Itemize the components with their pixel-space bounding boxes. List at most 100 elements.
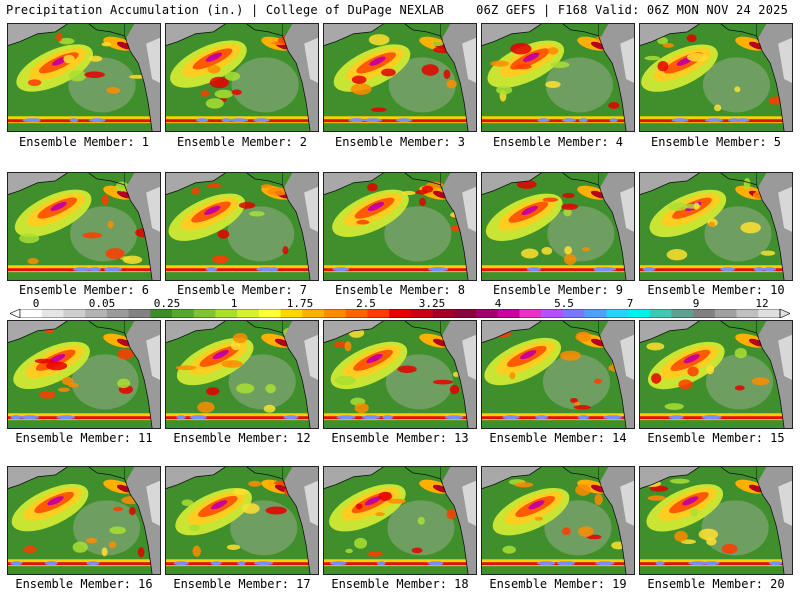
ensemble-map-panel [323,172,477,281]
colorbar-segment [237,309,260,318]
colorbar-segment [389,309,412,318]
ensemble-map-panel [7,172,161,281]
ensemble-member-label: Ensemble Member: 5 [650,135,782,149]
ensemble-member-label: Ensemble Member: 8 [334,283,466,297]
colorbar-segment [106,309,129,318]
colorbar-tick-label: 7 [626,297,634,310]
precip-map [8,321,160,428]
ensemble-map-panel [7,23,161,132]
colorbar-segment [454,309,477,318]
colorbar-segment [714,309,737,318]
colorbar-arrow-left [10,309,21,318]
model-run-info: 06Z GEFS | F168 Valid: 06Z MON NOV 24 20… [476,3,788,17]
colorbar-segment [367,309,390,318]
colorbar-segment [258,309,281,318]
precip-map [324,173,476,280]
ensemble-map-panel [323,23,477,132]
colorbar-segment [63,309,86,318]
ensemble-map-panel [165,466,319,575]
colorbar-segment [584,309,607,318]
ensemble-map-panel [481,320,635,429]
ensemble-map-panel [323,466,477,575]
precip-map [640,173,792,280]
ensemble-map-panel [165,320,319,429]
ensemble-map-panel [639,23,793,132]
colorbar-segment [215,309,238,318]
colorbar-segment [693,309,716,318]
colorbar-tick-label: 0.05 [88,297,116,310]
colorbar-segment [324,309,347,318]
colorbar-segment [497,309,520,318]
colorbar-tick-label: 1.75 [286,297,314,310]
colorbar-arrow-right [779,309,790,318]
precip-map [482,24,634,131]
colorbar-segment [172,309,195,318]
precip-map [8,467,160,574]
colorbar-segment [758,309,781,318]
colorbar-tick-label: 3.25 [418,297,446,310]
colorbar-tick-label: 0.25 [153,297,181,310]
chart-title: Precipitation Accumulation (in.) | Colle… [6,3,445,17]
colorbar-tick-label: 2.5 [356,297,376,310]
ensemble-map-panel [481,23,635,132]
precip-map [8,173,160,280]
ensemble-map-panel [639,320,793,429]
precip-map [482,173,634,280]
colorbar-tick-label: 4 [494,297,502,310]
ensemble-member-label: Ensemble Member: 19 [489,577,627,591]
ensemble-member-label: Ensemble Member: 7 [176,283,308,297]
colorbar-tick-label: 1 [230,297,238,310]
colorbar-segment [736,309,759,318]
colorbar-segment [410,309,433,318]
ensemble-member-label: Ensemble Member: 9 [492,283,624,297]
colorbar-segment [541,309,564,318]
colorbar-segment [150,309,173,318]
ensemble-map-panel [481,172,635,281]
ensemble-map-panel [639,172,793,281]
colorbar-segment [562,309,585,318]
precip-map [324,467,476,574]
precip-map [324,321,476,428]
colorbar-segment [193,309,216,318]
colorbar-segment [476,309,499,318]
ensemble-member-label: Ensemble Member: 13 [331,431,469,445]
colorbar-segment [85,309,108,318]
ensemble-member-label: Ensemble Member: 2 [176,135,308,149]
ensemble-map-panel [481,466,635,575]
ensemble-member-label: Ensemble Member: 18 [331,577,469,591]
precip-map [166,321,318,428]
precip-map [640,24,792,131]
precip-map [166,467,318,574]
colorbar-segment [302,309,325,318]
precip-map [482,467,634,574]
colorbar-segment [519,309,542,318]
precip-map [166,24,318,131]
ensemble-member-label: Ensemble Member: 10 [647,283,785,297]
colorbar [10,309,790,318]
colorbar-segment [128,309,151,318]
ensemble-member-label: Ensemble Member: 17 [173,577,311,591]
ensemble-member-label: Ensemble Member: 3 [334,135,466,149]
precip-map [640,321,792,428]
colorbar-labels: 0 0.05 0.25 1 1.75 2.5 3.25 4 5.5 7 9 12 [0,297,800,310]
colorbar-segment [41,309,64,318]
colorbar-segment [345,309,368,318]
ensemble-map-panel [323,320,477,429]
ensemble-map-panel [165,172,319,281]
colorbar-segment [628,309,651,318]
ensemble-member-label: Ensemble Member: 14 [489,431,627,445]
colorbar-tick-label: 9 [692,297,700,310]
ensemble-map-panel [7,320,161,429]
colorbar-segment [280,309,303,318]
ensemble-member-label: Ensemble Member: 15 [647,431,785,445]
ensemble-member-label: Ensemble Member: 20 [647,577,785,591]
colorbar-segment [671,309,694,318]
colorbar-segment [606,309,629,318]
ensemble-member-label: Ensemble Member: 16 [15,577,153,591]
colorbar-tick-label: 12 [755,297,769,310]
colorbar-segment [649,309,672,318]
colorbar-segment [20,309,43,318]
precip-map [640,467,792,574]
ensemble-map-panel [165,23,319,132]
precip-map [324,24,476,131]
